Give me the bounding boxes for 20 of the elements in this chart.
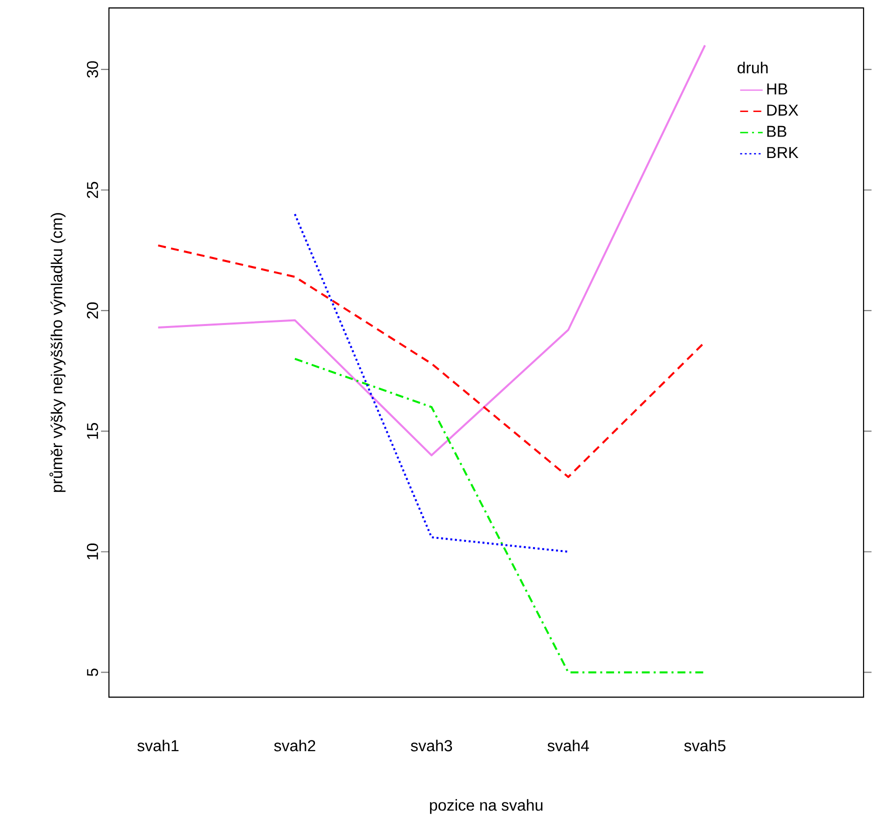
legend-label: BB — [767, 126, 786, 137]
line-series — [157, 244, 706, 478]
y-axis-title: průměr výšky nejvyššího výmladku (cm) — [49, 213, 66, 492]
x-axis-title: pozice na svahu — [430, 799, 542, 814]
y-tick-label: 20 — [86, 302, 98, 319]
y-tick-label: 25 — [86, 182, 98, 198]
x-tick-label: svah2 — [274, 740, 316, 752]
x-tick-label: svah1 — [137, 740, 179, 752]
legend-label: HB — [767, 83, 788, 94]
legend-title: druh — [738, 62, 768, 74]
line-series — [157, 44, 706, 456]
x-tick-label: svah3 — [410, 740, 452, 752]
x-tick-label: svah5 — [684, 740, 726, 752]
legend-label: BRK — [767, 147, 798, 158]
y-tick-label: 10 — [86, 543, 98, 560]
x-tick-label: svah4 — [548, 740, 589, 752]
legend-label: DBX — [767, 104, 798, 116]
y-tick-label: 30 — [86, 61, 98, 78]
y-tick-label: 5 — [87, 668, 98, 676]
y-tick-label: 15 — [87, 422, 98, 439]
